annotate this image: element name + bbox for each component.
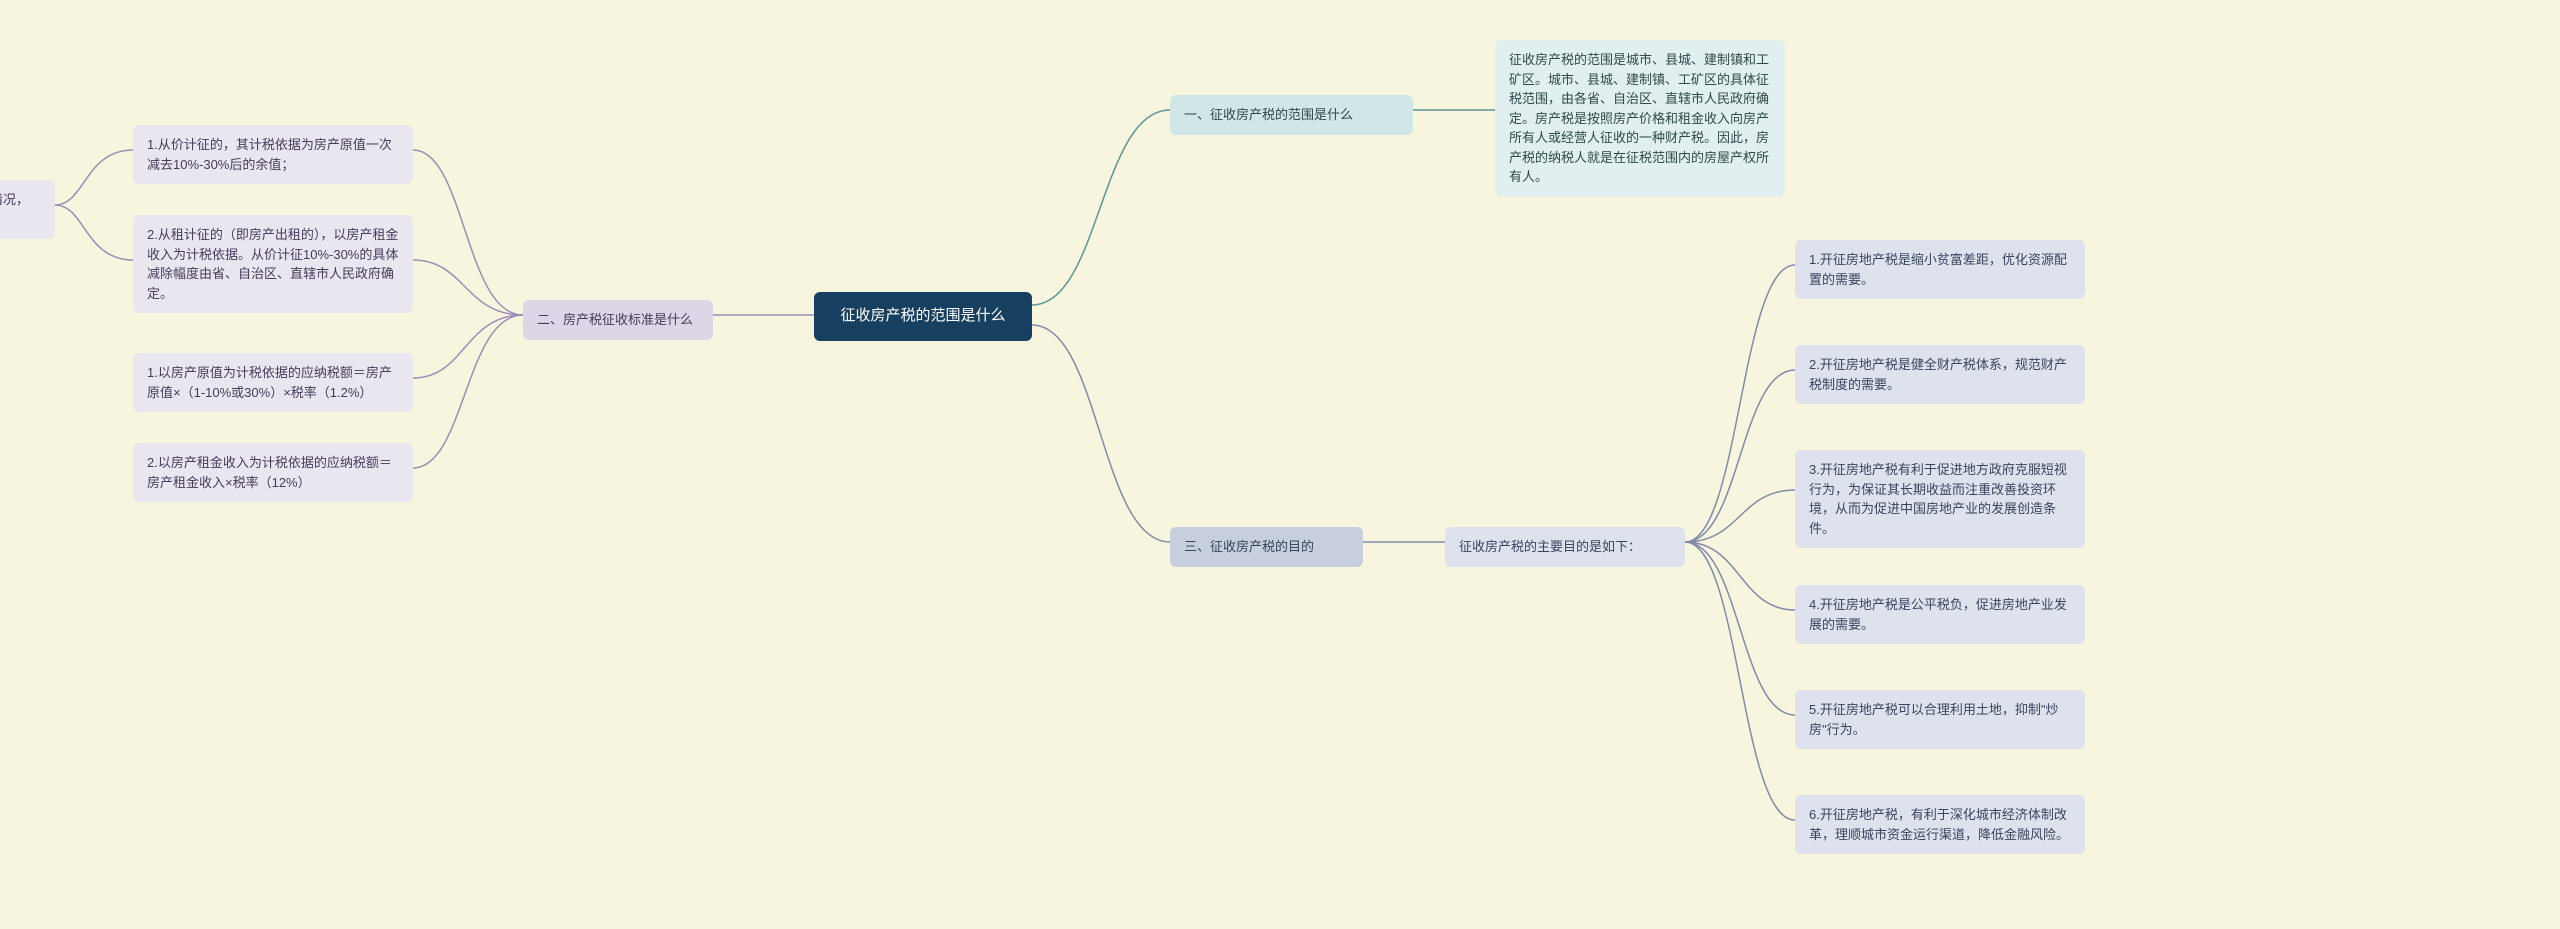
branch1-title[interactable]: 一、征收房产税的范围是什么	[1170, 95, 1413, 135]
branch2-item-3-text: 1.以房产原值为计税依据的应纳税额＝房产原值×（1-10%或30%）×税率（1.…	[147, 365, 392, 400]
branch1-leaf: 征收房产税的范围是城市、县城、建制镇和工矿区。城市、县城、建制镇、工矿区的具体征…	[1495, 40, 1785, 197]
branch3-item-1-text: 1.开征房地产税是缩小贫富差距，优化资源配置的需要。	[1809, 252, 2067, 287]
branch3-item-3-text: 3.开征房地产税有利于促进地方政府克服短视行为，为保证其长期收益而注重改善投资环…	[1809, 462, 2067, 536]
branch2-item-3: 1.以房产原值为计税依据的应纳税额＝房产原值×（1-10%或30%）×税率（1.…	[133, 353, 413, 412]
branch3-item-4: 4.开征房地产税是公平税负，促进房地产业发展的需要。	[1795, 585, 2085, 644]
branch2-title-text: 二、房产税征收标准是什么	[537, 312, 693, 327]
branch3-title[interactable]: 三、征收房产税的目的	[1170, 527, 1363, 567]
branch3-item-5-text: 5.开征房地产税可以合理利用土地，抑制"炒房"行为。	[1809, 702, 2058, 737]
branch3-item-6: 6.开征房地产税，有利于深化城市经济体制改革，理顺城市资金运行渠道，降低金融风险…	[1795, 795, 2085, 854]
branch3-intro-text: 征收房产税的主要目的是如下：	[1459, 539, 1641, 554]
branch3-item-2: 2.开征房地产税是健全财产税体系，规范财产税制度的需要。	[1795, 345, 2085, 404]
root-text: 征收房产税的范围是什么	[840, 307, 1005, 324]
branch3-item-3: 3.开征房地产税有利于促进地方政府克服短视行为，为保证其长期收益而注重改善投资环…	[1795, 450, 2085, 548]
branch3-item-5: 5.开征房地产税可以合理利用土地，抑制"炒房"行为。	[1795, 690, 2085, 749]
branch2-intro-text: 房产税应纳税额的计算分为以下两种情况，其计算公式为：	[0, 192, 29, 227]
branch3-item-6-text: 6.开征房地产税，有利于深化城市经济体制改革，理顺城市资金运行渠道，降低金融风险…	[1809, 807, 2069, 842]
branch2-item-4: 2.以房产租金收入为计税依据的应纳税额＝房产租金收入×税率（12%）	[133, 443, 413, 502]
branch2-item-2: 2.从租计征的（即房产出租的），以房产租金收入为计税依据。从价计征10%-30%…	[133, 215, 413, 313]
branch1-leaf-text: 征收房产税的范围是城市、县城、建制镇和工矿区。城市、县城、建制镇、工矿区的具体征…	[1509, 52, 1769, 184]
branch3-item-4-text: 4.开征房地产税是公平税负，促进房地产业发展的需要。	[1809, 597, 2067, 632]
branch2-item-1-text: 1.从价计征的，其计税依据为房产原值一次减去10%-30%后的余值；	[147, 137, 392, 172]
branch2-item-1: 1.从价计征的，其计税依据为房产原值一次减去10%-30%后的余值；	[133, 125, 413, 184]
branch2-item-4-text: 2.以房产租金收入为计税依据的应纳税额＝房产租金收入×税率（12%）	[147, 455, 392, 490]
root-node[interactable]: 征收房产税的范围是什么	[814, 292, 1032, 341]
branch3-item-1: 1.开征房地产税是缩小贫富差距，优化资源配置的需要。	[1795, 240, 2085, 299]
branch1-title-text: 一、征收房产税的范围是什么	[1184, 107, 1353, 122]
branch2-title[interactable]: 二、房产税征收标准是什么	[523, 300, 713, 340]
branch2-item-2-text: 2.从租计征的（即房产出租的），以房产租金收入为计税依据。从价计征10%-30%…	[147, 227, 398, 301]
branch3-intro: 征收房产税的主要目的是如下：	[1445, 527, 1685, 567]
branch2-intro-box: 房产税应纳税额的计算分为以下两种情况，其计算公式为：	[0, 180, 55, 239]
branch3-item-2-text: 2.开征房地产税是健全财产税体系，规范财产税制度的需要。	[1809, 357, 2067, 392]
branch3-title-text: 三、征收房产税的目的	[1184, 539, 1314, 554]
